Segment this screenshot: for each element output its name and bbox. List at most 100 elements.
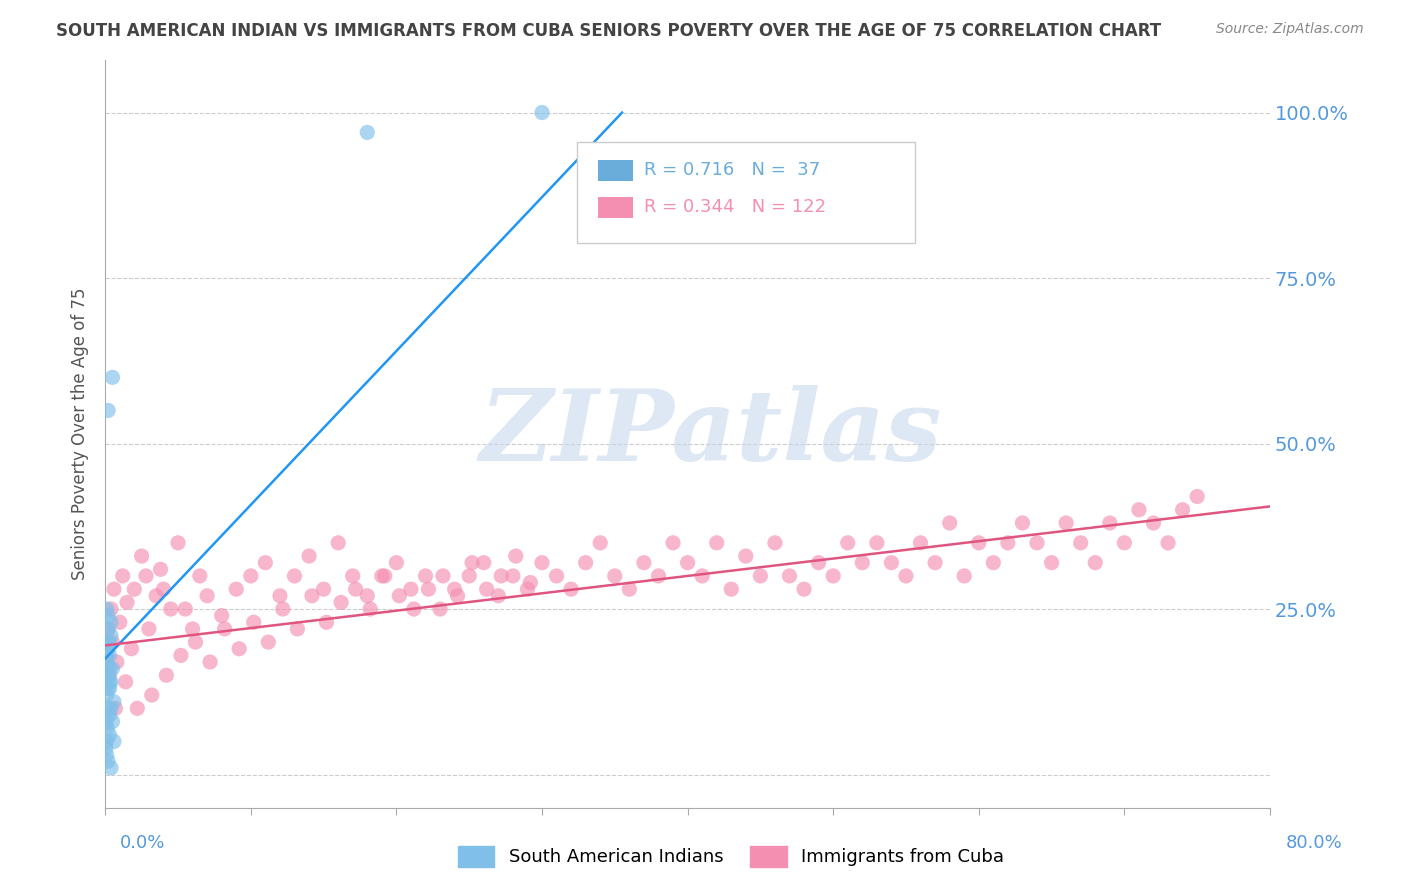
Point bbox=[145, 589, 167, 603]
Point bbox=[103, 695, 125, 709]
Point bbox=[96, 635, 118, 649]
Point bbox=[429, 602, 451, 616]
Point bbox=[546, 569, 568, 583]
Point bbox=[356, 125, 378, 139]
Point bbox=[141, 688, 163, 702]
Point bbox=[239, 569, 262, 583]
FancyBboxPatch shape bbox=[576, 142, 915, 243]
Point bbox=[894, 569, 917, 583]
Point bbox=[96, 648, 118, 663]
Point bbox=[138, 622, 160, 636]
Point bbox=[823, 569, 845, 583]
Point bbox=[100, 761, 122, 775]
Point bbox=[100, 615, 122, 630]
Point bbox=[720, 582, 742, 597]
Point bbox=[530, 105, 553, 120]
Point bbox=[647, 569, 669, 583]
Point bbox=[98, 708, 121, 723]
Point bbox=[676, 556, 699, 570]
Point bbox=[98, 635, 121, 649]
Point bbox=[101, 714, 124, 729]
Point bbox=[94, 741, 117, 756]
Point bbox=[910, 536, 932, 550]
Point bbox=[149, 562, 172, 576]
Point bbox=[127, 701, 149, 715]
Point bbox=[301, 589, 323, 603]
Point bbox=[418, 582, 440, 597]
Point bbox=[997, 536, 1019, 550]
FancyBboxPatch shape bbox=[598, 197, 633, 219]
Point bbox=[98, 662, 121, 676]
Point bbox=[135, 569, 157, 583]
Point bbox=[101, 370, 124, 384]
Point bbox=[530, 556, 553, 570]
Point bbox=[103, 734, 125, 748]
Point bbox=[880, 556, 903, 570]
Point bbox=[475, 582, 498, 597]
Point bbox=[1040, 556, 1063, 570]
Point bbox=[388, 589, 411, 603]
Point bbox=[103, 582, 125, 597]
Point bbox=[415, 569, 437, 583]
Point bbox=[560, 582, 582, 597]
Point bbox=[1142, 516, 1164, 530]
Point bbox=[225, 582, 247, 597]
Text: R = 0.716   N =  37: R = 0.716 N = 37 bbox=[644, 161, 821, 178]
Point bbox=[96, 734, 118, 748]
Point bbox=[356, 589, 378, 603]
Point bbox=[159, 602, 181, 616]
Point bbox=[432, 569, 454, 583]
Point bbox=[461, 556, 484, 570]
Point bbox=[967, 536, 990, 550]
Point bbox=[97, 641, 120, 656]
Y-axis label: Seniors Poverty Over the Age of 75: Seniors Poverty Over the Age of 75 bbox=[72, 287, 89, 580]
Point bbox=[120, 641, 142, 656]
Point bbox=[603, 569, 626, 583]
Point bbox=[315, 615, 337, 630]
Point bbox=[269, 589, 291, 603]
Point bbox=[344, 582, 367, 597]
Point bbox=[575, 556, 598, 570]
Point bbox=[472, 556, 495, 570]
Point bbox=[170, 648, 193, 663]
Point bbox=[298, 549, 321, 563]
Point bbox=[981, 556, 1004, 570]
Point bbox=[1098, 516, 1121, 530]
Point bbox=[458, 569, 481, 583]
Point bbox=[271, 602, 294, 616]
Point bbox=[174, 602, 197, 616]
Point bbox=[98, 648, 121, 663]
Point bbox=[96, 655, 118, 669]
Point bbox=[242, 615, 264, 630]
Point bbox=[228, 641, 250, 656]
Point bbox=[105, 655, 128, 669]
Point bbox=[188, 569, 211, 583]
Point bbox=[195, 589, 218, 603]
Point bbox=[328, 536, 350, 550]
Point bbox=[779, 569, 801, 583]
Point bbox=[155, 668, 177, 682]
Point bbox=[690, 569, 713, 583]
Point bbox=[589, 536, 612, 550]
Point bbox=[124, 582, 146, 597]
Point bbox=[96, 648, 118, 663]
Point bbox=[486, 589, 509, 603]
Point bbox=[359, 602, 381, 616]
Point bbox=[98, 681, 121, 696]
Point bbox=[98, 728, 121, 742]
Point bbox=[96, 721, 118, 735]
Point bbox=[1128, 502, 1150, 516]
Point bbox=[706, 536, 728, 550]
Point bbox=[98, 674, 121, 689]
Point bbox=[283, 569, 305, 583]
Point bbox=[619, 582, 641, 597]
Point bbox=[342, 569, 364, 583]
Point bbox=[1157, 536, 1180, 550]
Text: ZIPatlas: ZIPatlas bbox=[479, 385, 942, 482]
Point bbox=[330, 595, 353, 609]
Point bbox=[938, 516, 960, 530]
Point bbox=[749, 569, 772, 583]
Point bbox=[374, 569, 396, 583]
Point bbox=[312, 582, 335, 597]
Point bbox=[96, 602, 118, 616]
